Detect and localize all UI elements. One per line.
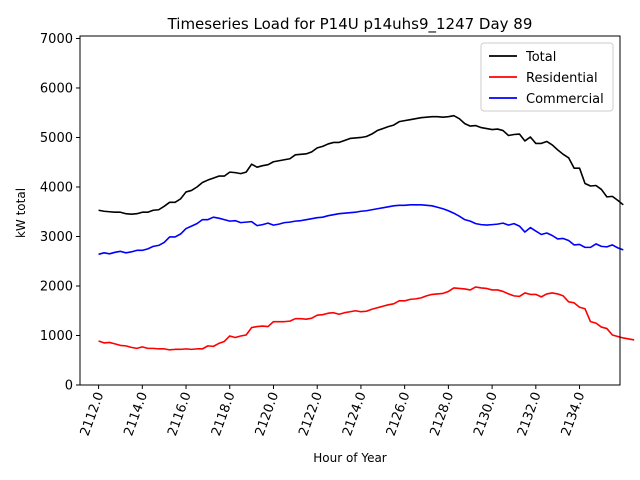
legend-label-commercial: Commercial bbox=[526, 92, 604, 107]
x-tick-label: 2120.0 bbox=[253, 390, 283, 438]
x-tick-label: 2126.0 bbox=[384, 390, 414, 438]
x-tick-label: 2130.0 bbox=[471, 390, 501, 438]
y-axis-ticks: 0 1000 2000 3000 4000 5000 6000 7000 bbox=[40, 32, 80, 394]
chart-title: Timeseries Load for P14U p14uhs9_1247 Da… bbox=[167, 15, 533, 34]
x-axis-ticks: 2112.0 2114.0 2116.0 2118.0 2120.0 2122.0 2124… bbox=[78, 385, 589, 438]
y-tick-label: 7000 bbox=[40, 32, 73, 47]
x-tick-label: 2116.0 bbox=[165, 390, 195, 438]
y-tick-label: 2000 bbox=[40, 279, 73, 294]
y-tick-label: 0 bbox=[65, 379, 73, 394]
x-tick-label: 2124.0 bbox=[340, 390, 370, 438]
legend-label-residential: Residential bbox=[526, 71, 598, 86]
x-tick-label: 2114.0 bbox=[121, 390, 151, 438]
y-tick-label: 5000 bbox=[40, 131, 73, 146]
legend-box bbox=[480, 42, 614, 112]
series-line-total bbox=[98, 114, 624, 216]
y-tick-label: 6000 bbox=[40, 81, 73, 96]
y-tick-label: 1000 bbox=[40, 329, 73, 344]
series-line-residential bbox=[98, 286, 635, 351]
plot-frame bbox=[79, 35, 621, 386]
y-tick-label: 3000 bbox=[40, 230, 73, 245]
series-line-commercial bbox=[98, 204, 624, 256]
x-tick-label: 2134.0 bbox=[559, 390, 589, 438]
x-tick-label: 2122.0 bbox=[296, 390, 326, 438]
x-tick-label: 2112.0 bbox=[78, 390, 108, 438]
legend: Total Residential Commercial bbox=[480, 42, 614, 112]
x-axis-label: Hour of Year bbox=[313, 451, 387, 465]
legend-label-total: Total bbox=[525, 50, 556, 65]
y-axis-label: kW total bbox=[14, 188, 28, 238]
x-tick-label: 2132.0 bbox=[515, 390, 545, 438]
x-tick-label: 2118.0 bbox=[209, 390, 239, 438]
y-tick-label: 4000 bbox=[40, 180, 73, 195]
plot-area bbox=[79, 35, 635, 386]
x-tick-label: 2128.0 bbox=[428, 390, 458, 438]
